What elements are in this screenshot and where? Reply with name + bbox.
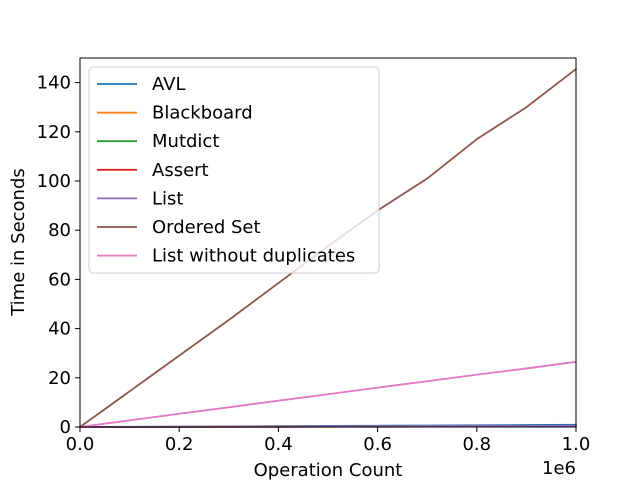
series-line-6 bbox=[79, 360, 577, 428]
legend: AVL Blackboard Mutdict Assert List Ordered Se… bbox=[88, 66, 380, 274]
y-axis-label: Time in Seconds bbox=[8, 168, 29, 317]
legend-label: List without duplicates bbox=[152, 246, 355, 267]
y-tick-label: 40 bbox=[48, 319, 71, 340]
legend-label: List bbox=[152, 188, 183, 209]
y-tick-label: 80 bbox=[48, 220, 71, 241]
legend-label: AVL bbox=[152, 74, 186, 95]
x-axis-label: Operation Count bbox=[254, 460, 403, 480]
legend-label: Ordered Set bbox=[152, 217, 261, 238]
x-tick-label: 0.2 bbox=[165, 434, 194, 455]
x-tick-label: 0.8 bbox=[462, 434, 491, 455]
plot-frame bbox=[79, 57, 577, 428]
legend-label: Assert bbox=[152, 160, 209, 181]
x-tick-label: 0.6 bbox=[363, 434, 392, 455]
legend-box bbox=[88, 66, 380, 274]
legend-label: Mutdict bbox=[152, 131, 219, 152]
x-axis-ticks: 0.0 0.2 0.4 0.6 0.8 1.0 bbox=[66, 427, 591, 455]
y-axis-ticks: 0 20 40 60 80 100 120 140 bbox=[37, 73, 80, 438]
y-tick-label: 20 bbox=[48, 368, 71, 389]
y-tick-label: 140 bbox=[37, 73, 71, 94]
x-tick-label: 0.4 bbox=[264, 434, 293, 455]
x-tick-label: 0.0 bbox=[66, 434, 95, 455]
y-tick-label: 120 bbox=[37, 122, 71, 143]
y-tick-label: 0 bbox=[60, 417, 71, 438]
legend-label: Blackboard bbox=[152, 103, 253, 124]
x-axis-offset-label: 1e6 bbox=[542, 458, 576, 479]
y-tick-label: 60 bbox=[48, 269, 71, 290]
y-tick-label: 100 bbox=[37, 171, 71, 192]
legend-items: AVL Blackboard Mutdict Assert List Ordered Se… bbox=[97, 74, 355, 267]
x-tick-label: 1.0 bbox=[562, 434, 591, 455]
